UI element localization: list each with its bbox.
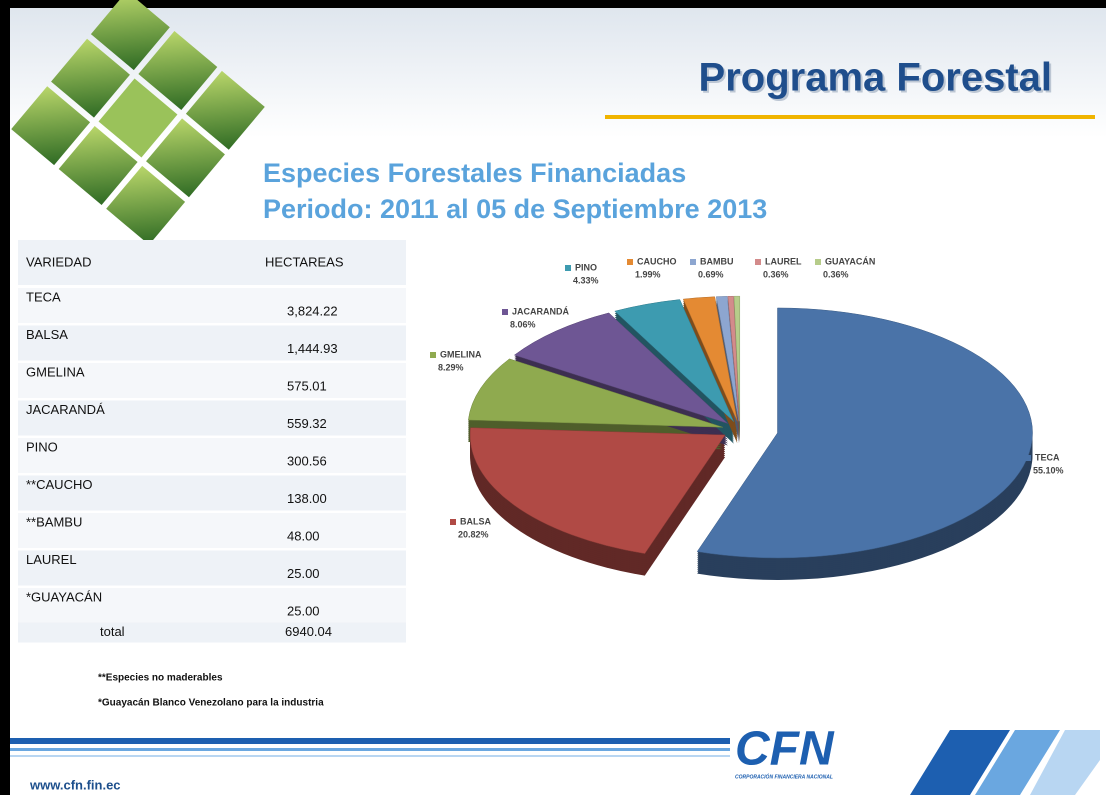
- logo-caption: CORPORACIÓN FINANCIERA NACIONAL: [735, 773, 833, 780]
- legend-swatch: [1025, 455, 1031, 461]
- subtitle: Especies Forestales Financiadas: [263, 158, 686, 188]
- logo: CFN: [735, 723, 835, 776]
- table-total-bg: [18, 623, 406, 643]
- table-row-bg: [18, 438, 406, 473]
- legend-swatch: [565, 265, 571, 271]
- slice-value: 4.33%: [573, 275, 599, 285]
- table: VARIEDAD HECTAREAS TECA 3,824.22 BALSA 1,444.…: [18, 240, 406, 643]
- table-cell: TECA: [26, 289, 61, 304]
- legend-swatch: [690, 259, 696, 265]
- slice-value: 55.10%: [1033, 465, 1064, 475]
- legend-swatch: [450, 519, 456, 525]
- slice-value: 0.69%: [698, 269, 724, 279]
- table-header: HECTAREAS: [265, 254, 344, 269]
- slice-value: 0.36%: [823, 269, 849, 279]
- legend-swatch: [502, 309, 508, 315]
- slice-label: BALSA: [460, 516, 491, 526]
- table-cell: 559.32: [287, 416, 327, 431]
- note: *Guayacán Blanco Venezolano para la indu…: [98, 698, 324, 709]
- slice-label: JACARANDÁ: [512, 306, 570, 316]
- table-cell: 300.56: [287, 453, 327, 468]
- table-cell: *GUAYACÁN: [26, 589, 102, 604]
- slice-label: PINO: [575, 262, 597, 272]
- slice-label: CAUCHO: [637, 256, 677, 266]
- slice-value: 0.36%: [763, 269, 789, 279]
- subtitle: Periodo: 2011 al 05 de Septiembre 2013: [263, 194, 767, 224]
- table-cell: GMELINA: [26, 364, 85, 379]
- legend-swatch: [755, 259, 761, 265]
- slice-label: TECA: [1035, 452, 1060, 462]
- table-cell: 575.01: [287, 378, 327, 393]
- table-header: VARIEDAD: [26, 254, 92, 269]
- table-cell: **CAUCHO: [26, 477, 92, 492]
- slice-value: 20.82%: [458, 529, 489, 539]
- table-cell: **BAMBU: [26, 514, 82, 529]
- slice-label: LAUREL: [765, 256, 802, 266]
- slice-value: 1.99%: [635, 269, 661, 279]
- table-cell: 3,824.22: [287, 303, 338, 318]
- slice-value: 8.29%: [438, 362, 464, 372]
- url: www.cfn.fin.ec: [29, 777, 121, 792]
- table-cell: 138.00: [287, 491, 327, 506]
- table-cell: JACARANDÁ: [26, 402, 105, 417]
- table-row-bg: [18, 288, 406, 323]
- table-row-bg: [18, 326, 406, 361]
- table-cell: 25.00: [287, 603, 320, 618]
- title: Programa Forestal: [699, 56, 1052, 100]
- slide: Programa Forestal Programa Forestal Espe…: [0, 0, 1106, 795]
- table-cell: 1,444.93: [287, 341, 338, 356]
- table-cell: 48.00: [287, 528, 320, 543]
- legend-swatch: [430, 352, 436, 358]
- table-cell: BALSA: [26, 327, 68, 342]
- table-total: 6940.04: [285, 624, 332, 639]
- slice-value: 8.06%: [510, 319, 536, 329]
- slice-label: BAMBU: [700, 256, 734, 266]
- legend-swatch: [627, 259, 633, 265]
- table-total: total: [100, 624, 125, 639]
- table-cell: LAUREL: [26, 552, 77, 567]
- slice-label: GMELINA: [440, 349, 482, 359]
- legend-swatch: [815, 259, 821, 265]
- table-cell: 25.00: [287, 566, 320, 581]
- note: **Especies no maderables: [98, 673, 223, 684]
- title-underline: [605, 115, 1095, 119]
- table-cell: PINO: [26, 439, 58, 454]
- slice-label: GUAYACÁN: [825, 256, 875, 266]
